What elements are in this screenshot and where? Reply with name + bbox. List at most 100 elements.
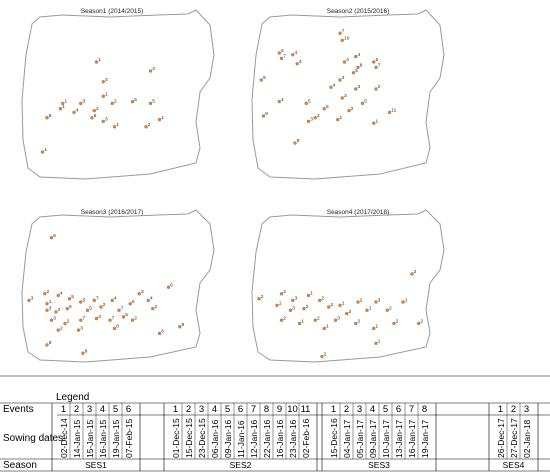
event-point: 2	[43, 289, 50, 296]
point-label: 1	[49, 299, 52, 305]
event-point: 7	[117, 306, 124, 312]
event-point: 5	[67, 294, 74, 301]
point-label: 8	[49, 340, 52, 346]
point-marker	[295, 62, 299, 66]
event-point: 3	[374, 297, 381, 304]
point-label: 2	[351, 106, 354, 112]
event-point: 8	[81, 348, 88, 355]
point-label: 1	[326, 324, 329, 330]
event-point: 5	[372, 57, 379, 64]
point-marker	[385, 308, 389, 312]
point-marker	[157, 331, 162, 336]
event-number: 3	[523, 404, 530, 415]
field-boundary	[21, 209, 215, 363]
event-point: 1	[365, 306, 372, 312]
point-label: 1	[62, 104, 65, 110]
event-point: 4	[148, 66, 155, 73]
sowing-date: 10-Jan-17	[380, 419, 391, 458]
event-point: 2	[279, 315, 286, 322]
event-point: 3	[76, 325, 83, 332]
event-number: 6	[125, 404, 132, 415]
event-number: 8	[263, 404, 270, 415]
event-point: 2	[63, 319, 70, 326]
event-point: 3	[79, 99, 86, 106]
point-marker	[166, 285, 171, 289]
event-point: 8	[45, 340, 52, 347]
event-point: 4	[72, 108, 79, 115]
events-row-label: Events	[3, 404, 34, 415]
point-label: 4	[299, 59, 302, 65]
season-row-label: Season	[3, 460, 37, 471]
sowing-date: 12-Jan-16	[248, 419, 259, 458]
point-marker	[61, 101, 65, 106]
point-marker	[354, 54, 358, 59]
event-point: 1	[372, 324, 379, 331]
point-marker	[387, 110, 392, 115]
point-label: 2	[360, 297, 363, 303]
point-label: 2	[283, 315, 286, 321]
event-point: 6	[166, 282, 173, 289]
field-boundary	[21, 9, 215, 180]
point-marker	[94, 60, 99, 64]
event-point: 3	[94, 314, 101, 321]
event-point: 2	[92, 106, 99, 113]
point-label: 3	[342, 75, 345, 81]
event-point: 8	[356, 63, 363, 70]
event-number: 5	[112, 404, 119, 415]
point-label: 3	[378, 297, 381, 303]
point-label: 4	[295, 50, 298, 56]
field-boundary	[251, 9, 445, 180]
event-number: 1	[172, 404, 179, 415]
point-marker	[288, 308, 293, 312]
event-number: 10	[287, 404, 298, 415]
point-label: 2	[261, 294, 264, 300]
point-label: 6	[170, 282, 173, 288]
event-point: 11	[387, 108, 397, 115]
point-marker	[347, 108, 351, 113]
event-point: 4	[56, 291, 63, 298]
event-point: 4	[146, 296, 153, 303]
point-marker	[65, 306, 69, 311]
event-point: 5	[121, 312, 128, 319]
event-point: 1	[336, 115, 343, 122]
point-label: 1	[376, 118, 379, 124]
event-point: 5	[148, 99, 155, 106]
event-point: 9	[259, 75, 266, 82]
event-point: 7	[279, 54, 286, 61]
event-point: 1	[58, 104, 65, 111]
event-point: 3	[49, 315, 56, 322]
point-marker	[306, 293, 311, 298]
map-title: Season4 (2017/2018)	[327, 209, 390, 216]
event-number: 6	[237, 404, 244, 415]
event-number: 5	[224, 404, 231, 415]
event-number: 2	[510, 404, 517, 415]
event-number: 3	[198, 404, 205, 415]
point-marker	[79, 318, 83, 322]
sowing-date: 19-Jan-15	[110, 419, 121, 458]
point-marker	[313, 116, 317, 120]
event-point: 3	[340, 93, 347, 100]
point-marker	[45, 302, 49, 306]
sowing-date: 23-Dec-15	[196, 418, 207, 458]
point-label: 1	[98, 57, 101, 63]
event-point: 2	[151, 304, 158, 311]
point-label: 3	[141, 289, 144, 295]
point-marker	[304, 101, 308, 106]
map-title: Season2 (2015/2016)	[327, 8, 390, 15]
event-point: 7	[79, 315, 86, 322]
point-marker	[338, 31, 342, 35]
point-marker	[99, 305, 103, 309]
event-point: 8	[112, 324, 119, 331]
sowing-date: 26-Dec-17	[495, 418, 506, 458]
point-marker	[101, 119, 105, 124]
point-label: 6	[94, 113, 97, 119]
event-point: 6	[157, 329, 164, 336]
point-label: 4	[60, 291, 63, 297]
event-number: 3	[86, 404, 93, 415]
event-point: 3	[345, 309, 352, 316]
event-number: 2	[73, 404, 80, 415]
point-label: 6	[326, 104, 329, 110]
point-label: 3	[83, 99, 86, 105]
point-marker	[356, 300, 360, 304]
